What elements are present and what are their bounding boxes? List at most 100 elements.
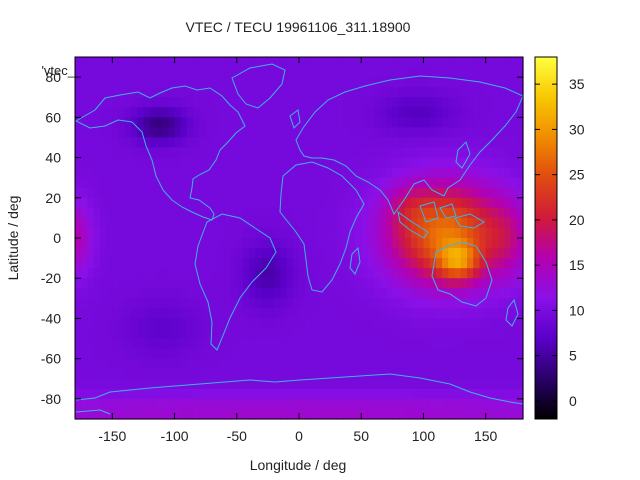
- heatmap-cell: [454, 268, 462, 279]
- heatmap-cell: [336, 167, 344, 179]
- heatmap-cell: [87, 248, 95, 259]
- heatmap-cell: [218, 177, 225, 189]
- heatmap-cell: [429, 268, 437, 279]
- heatmap-cell: [460, 87, 468, 98]
- heatmap-cell: [429, 217, 437, 229]
- heatmap-cell: [75, 248, 82, 259]
- heatmap-cell: [249, 117, 257, 128]
- heatmap-cell: [485, 408, 493, 420]
- heatmap-cell: [267, 157, 275, 169]
- heatmap-cell: [299, 298, 306, 309]
- heatmap-cell: [124, 308, 132, 320]
- heatmap-cell: [224, 57, 232, 68]
- heatmap-cell: [205, 308, 213, 320]
- heatmap-cell: [180, 278, 188, 289]
- heatmap-cell: [330, 97, 337, 108]
- heatmap-cell: [348, 177, 356, 189]
- heatmap-cell: [243, 87, 250, 98]
- heatmap-cell: [249, 227, 257, 239]
- heatmap-cell: [404, 147, 412, 159]
- heatmap-cell: [504, 298, 512, 309]
- heatmap-cell: [205, 117, 213, 128]
- heatmap-cell: [305, 107, 313, 118]
- heatmap-cell: [435, 288, 443, 299]
- heatmap-cell: [143, 157, 151, 169]
- heatmap-cell: [93, 187, 101, 199]
- heatmap-cell: [249, 408, 257, 420]
- heatmap-cell: [299, 268, 306, 279]
- heatmap-cell: [137, 288, 145, 299]
- heatmap-cell: [75, 87, 82, 98]
- colorbar: [534, 56, 558, 420]
- heatmap-cell: [398, 238, 406, 249]
- heatmap-cell: [249, 67, 257, 78]
- heatmap-cell: [379, 358, 387, 370]
- heatmap-cell: [218, 278, 225, 289]
- heatmap-cell: [230, 117, 238, 128]
- heatmap-cell: [299, 137, 306, 149]
- heatmap-cell: [299, 338, 306, 350]
- heatmap-cell: [467, 268, 474, 279]
- heatmap-cell: [112, 187, 120, 199]
- heatmap-cell: [435, 227, 443, 239]
- heatmap-cell: [155, 328, 163, 340]
- heatmap-cell: [367, 57, 375, 68]
- heatmap-cell: [106, 197, 113, 209]
- heatmap-cell: [305, 197, 313, 209]
- heatmap-cell: [467, 67, 474, 78]
- heatmap-cell: [224, 288, 232, 299]
- heatmap-cell: [87, 258, 95, 269]
- heatmap-cell: [386, 157, 393, 169]
- heatmap-cell: [379, 127, 387, 139]
- heatmap-cell: [423, 318, 431, 330]
- heatmap-cell: [454, 258, 462, 269]
- coastline-new-zealand: [505, 298, 519, 327]
- heatmap-cell: [435, 207, 443, 219]
- heatmap-cell: [398, 358, 406, 370]
- heatmap-cell: [429, 338, 437, 350]
- heatmap-cell: [379, 187, 387, 199]
- heatmap-cell: [423, 358, 431, 370]
- heatmap-cell: [199, 67, 207, 78]
- heatmap-cell: [386, 408, 393, 420]
- heatmap-cell: [211, 328, 219, 340]
- heatmap-cell: [211, 298, 219, 309]
- heatmap-cell: [193, 187, 201, 199]
- heatmap-cell: [93, 338, 101, 350]
- heatmap-cell: [491, 258, 499, 269]
- heatmap-cell: [299, 378, 306, 390]
- heatmap-cell: [498, 137, 505, 149]
- heatmap-cell: [143, 248, 151, 259]
- heatmap-cell: [323, 348, 331, 360]
- heatmap-cell: [211, 167, 219, 179]
- heatmap-cell: [348, 378, 356, 390]
- heatmap-cell: [267, 107, 275, 118]
- heatmap-cell: [292, 318, 300, 330]
- heatmap-cell: [249, 167, 257, 179]
- heatmap-cell: [124, 238, 132, 249]
- heatmap-cell: [398, 378, 406, 390]
- heatmap-cell: [218, 217, 225, 229]
- heatmap-cell: [137, 177, 145, 189]
- heatmap-cell: [305, 288, 313, 299]
- heatmap-cell: [504, 227, 512, 239]
- heatmap-cell: [299, 127, 306, 139]
- heatmap-cell: [193, 77, 201, 88]
- heatmap-cell: [411, 258, 418, 269]
- heatmap-cell: [317, 298, 325, 309]
- heatmap-cell: [255, 368, 263, 380]
- heatmap-cell: [218, 107, 225, 118]
- heatmap-cell: [485, 97, 493, 108]
- heatmap-cell: [162, 147, 169, 159]
- heatmap-cell: [510, 308, 518, 320]
- heatmap-cell: [286, 117, 294, 128]
- heatmap-cell: [211, 127, 219, 139]
- heatmap-cell: [398, 398, 406, 410]
- heatmap-cell: [311, 268, 319, 279]
- heatmap-cell: [305, 187, 313, 199]
- heatmap-cell: [498, 117, 505, 128]
- heatmap-cell: [485, 238, 493, 249]
- heatmap-cell: [280, 278, 288, 289]
- heatmap-cell: [131, 177, 138, 189]
- heatmap-cell: [411, 87, 418, 98]
